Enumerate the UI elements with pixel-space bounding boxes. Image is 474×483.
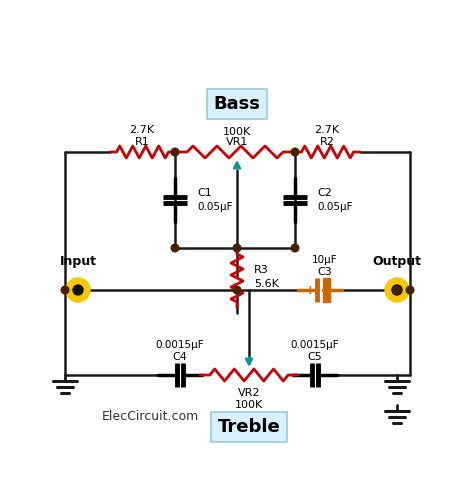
Text: 0.0015μF: 0.0015μF <box>291 340 339 350</box>
Text: VR2: VR2 <box>238 388 260 398</box>
Circle shape <box>291 244 299 252</box>
Text: 5.6K: 5.6K <box>254 279 279 289</box>
Text: 0.05μF: 0.05μF <box>317 202 353 212</box>
Text: R2: R2 <box>319 137 335 147</box>
Text: Input: Input <box>60 256 97 269</box>
Text: Output: Output <box>373 256 421 269</box>
Circle shape <box>385 278 409 302</box>
Circle shape <box>393 286 401 294</box>
Circle shape <box>233 286 241 294</box>
Text: 10μF: 10μF <box>312 255 338 265</box>
Text: 0.05μF: 0.05μF <box>197 202 233 212</box>
Text: C2: C2 <box>317 188 332 198</box>
Text: VR1: VR1 <box>226 137 248 147</box>
Circle shape <box>66 278 90 302</box>
Text: R3: R3 <box>254 265 269 275</box>
Text: 0.0015μF: 0.0015μF <box>155 340 204 350</box>
Text: Treble: Treble <box>218 418 281 436</box>
Text: C5: C5 <box>308 352 322 362</box>
Text: C3: C3 <box>318 267 332 277</box>
Text: R1: R1 <box>135 137 149 147</box>
Text: +: + <box>305 284 315 297</box>
Circle shape <box>73 285 83 295</box>
Text: 100K: 100K <box>235 400 263 410</box>
Bar <box>323 278 330 302</box>
Text: Bass: Bass <box>214 95 260 113</box>
Circle shape <box>171 244 179 252</box>
Text: C4: C4 <box>173 352 187 362</box>
Circle shape <box>392 285 402 295</box>
Text: C1: C1 <box>197 188 212 198</box>
Circle shape <box>406 286 414 294</box>
Text: ElecCircuit.com: ElecCircuit.com <box>101 411 199 424</box>
Circle shape <box>233 244 241 252</box>
Circle shape <box>61 286 69 294</box>
Circle shape <box>171 148 179 156</box>
Text: 100K: 100K <box>223 127 251 137</box>
Text: 2.7K: 2.7K <box>129 125 155 135</box>
Circle shape <box>291 148 299 156</box>
Text: 2.7K: 2.7K <box>314 125 339 135</box>
